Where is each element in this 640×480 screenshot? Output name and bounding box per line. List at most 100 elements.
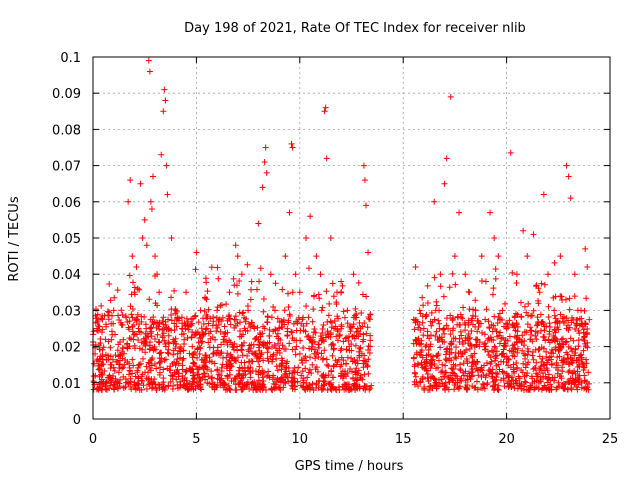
data-point — [203, 325, 210, 332]
data-point — [334, 313, 341, 320]
data-point — [113, 358, 120, 365]
data-point — [342, 383, 349, 390]
data-point — [437, 271, 444, 278]
data-point — [191, 332, 198, 339]
data-point — [236, 278, 243, 285]
data-point — [164, 349, 171, 356]
data-point — [236, 309, 243, 316]
data-point — [246, 385, 253, 392]
data-point — [296, 289, 303, 296]
data-point — [292, 346, 299, 353]
data-point — [333, 361, 340, 368]
data-point — [143, 242, 150, 249]
data-point — [190, 350, 197, 357]
data-point — [509, 342, 516, 349]
data-point — [285, 319, 292, 326]
data-point — [565, 369, 572, 376]
data-point — [221, 323, 228, 330]
data-point — [451, 253, 458, 260]
data-point — [118, 307, 125, 314]
data-point — [291, 378, 298, 385]
data-point — [119, 349, 126, 356]
data-point — [132, 385, 139, 392]
data-point — [179, 356, 186, 363]
data-point — [419, 294, 426, 301]
data-point — [497, 329, 504, 336]
data-point — [141, 338, 148, 345]
data-point — [152, 300, 159, 307]
data-point — [355, 279, 362, 286]
data-point — [473, 341, 480, 348]
data-point — [362, 202, 369, 209]
data-point — [234, 253, 241, 260]
data-point — [94, 318, 101, 325]
data-point — [466, 306, 473, 313]
data-point — [509, 321, 516, 328]
data-point — [154, 271, 161, 278]
data-point — [283, 360, 290, 367]
data-point — [552, 293, 559, 300]
data-point — [305, 369, 312, 376]
data-point — [574, 316, 581, 323]
data-point — [359, 291, 366, 298]
data-point — [457, 375, 464, 382]
data-point — [254, 286, 261, 293]
data-point — [439, 380, 446, 387]
data-point — [289, 144, 296, 151]
data-point — [296, 350, 303, 357]
data-point — [102, 386, 109, 393]
data-point — [314, 368, 321, 375]
data-point — [219, 314, 226, 321]
data-point — [571, 293, 578, 300]
data-point — [142, 341, 149, 348]
data-point — [175, 317, 182, 324]
data-point — [569, 348, 576, 355]
data-point — [498, 351, 505, 358]
data-point — [212, 336, 219, 343]
data-point — [563, 314, 570, 321]
data-point — [581, 377, 588, 384]
data-point — [265, 345, 272, 352]
data-point — [567, 335, 574, 342]
data-point — [165, 332, 172, 339]
data-point — [256, 278, 263, 285]
data-point — [225, 382, 232, 389]
data-point — [184, 380, 191, 387]
data-point — [148, 206, 155, 213]
data-point — [239, 352, 246, 359]
data-point — [538, 280, 545, 287]
data-point — [196, 374, 203, 381]
data-point — [566, 295, 573, 302]
data-point — [412, 317, 419, 324]
data-point — [511, 314, 518, 321]
data-point — [434, 352, 441, 359]
data-point — [160, 108, 167, 115]
data-point — [575, 337, 582, 344]
data-point — [143, 363, 150, 370]
data-point — [350, 271, 357, 278]
data-point — [166, 367, 173, 374]
data-point — [441, 330, 448, 337]
data-point — [441, 180, 448, 187]
data-point — [167, 378, 174, 385]
data-point — [207, 328, 214, 335]
data-point — [548, 383, 555, 390]
data-point — [266, 332, 273, 339]
data-point — [185, 326, 192, 333]
data-point — [349, 374, 356, 381]
data-point — [551, 259, 558, 266]
data-point — [453, 344, 460, 351]
data-point — [410, 355, 417, 362]
data-point — [93, 386, 100, 393]
data-point — [236, 370, 243, 377]
data-point — [346, 384, 353, 391]
data-point — [213, 384, 220, 391]
data-point — [578, 315, 585, 322]
data-point — [359, 376, 366, 383]
data-point — [276, 325, 283, 332]
data-point — [248, 286, 255, 293]
data-point — [433, 328, 440, 335]
data-point — [445, 374, 452, 381]
data-point — [492, 344, 499, 351]
data-point — [277, 337, 284, 344]
